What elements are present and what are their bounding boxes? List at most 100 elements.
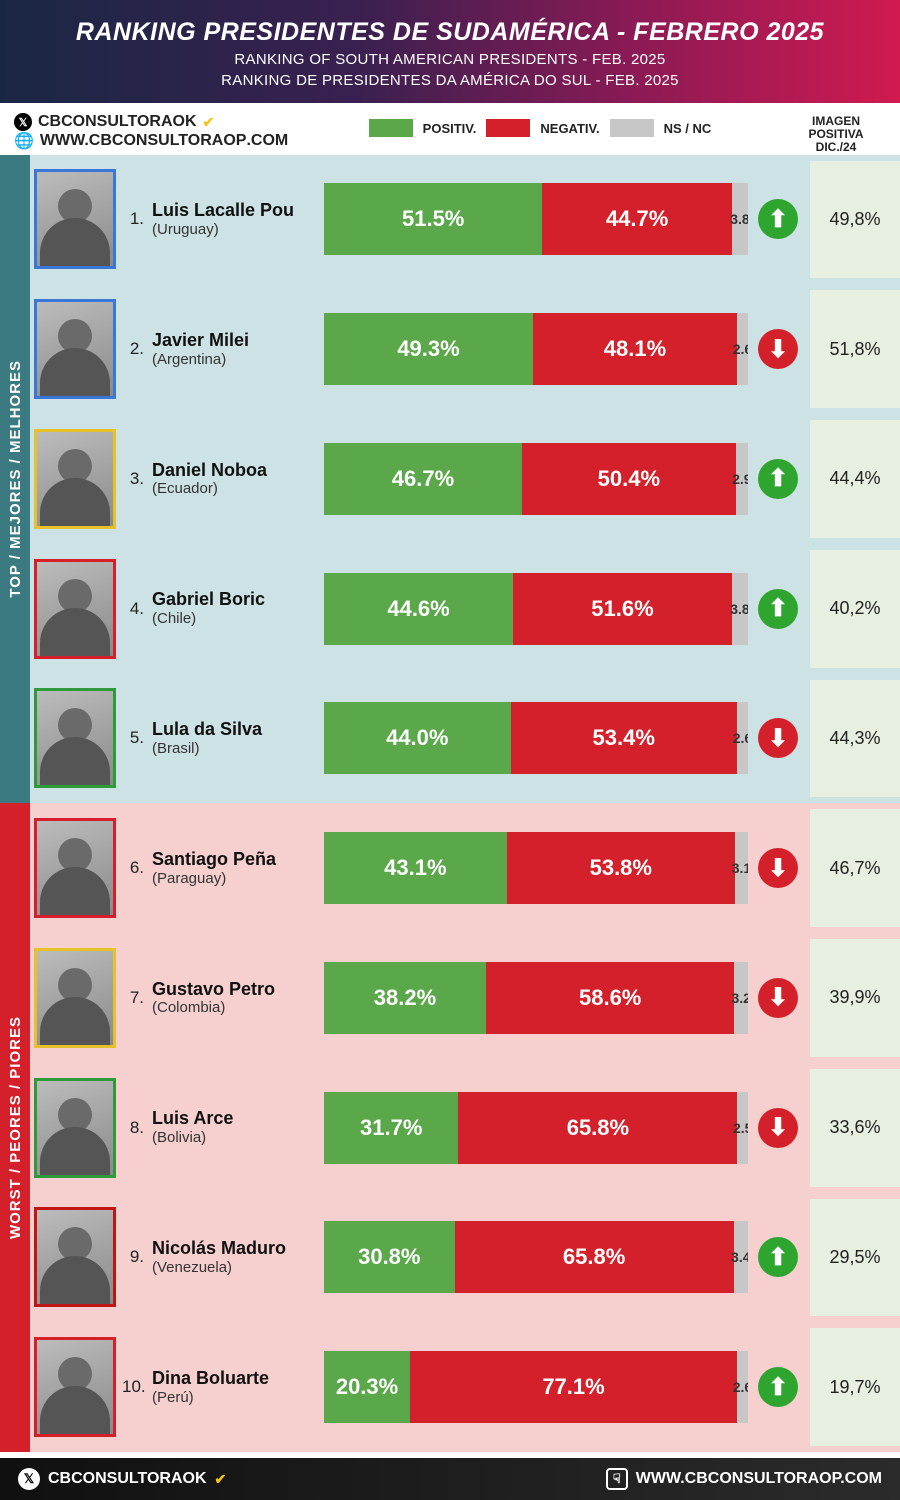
president-country: (Bolivia) (152, 1129, 318, 1146)
legend-swatch-negative (486, 119, 530, 137)
previous-value: 40,2% (810, 550, 900, 668)
previous-value: 44,4% (810, 420, 900, 538)
legend: POSITIV. NEGATIV. NS / NC (304, 113, 776, 137)
president-name: Daniel Noboa (152, 461, 318, 481)
president-country: (Venezuela) (152, 1259, 318, 1276)
segment-positive: 31.7% (324, 1092, 458, 1164)
previous-value: 19,7% (810, 1328, 900, 1446)
president-country: (Uruguay) (152, 221, 318, 238)
arrow-down-icon: ⬇ (758, 848, 798, 888)
ranking-row: 3. Daniel Noboa(Ecuador)46.7%50.4%2.9⬆ 44,… (30, 414, 900, 544)
ranking-row: 8.Luis Arce(Bolivia)31.7%65.8%2.5⬇33,6% (30, 1063, 900, 1193)
brand-block: 𝕏 CBCONSULTORAOK ✔ 🌐 WWW.CBCONSULTORAOP.… (14, 113, 294, 151)
segment-positive: 43.1% (324, 832, 507, 904)
previous-value: 46,7% (810, 809, 900, 927)
president-portrait (34, 169, 116, 269)
president-name: Luis Lacalle Pou (152, 201, 318, 221)
arrow-down-icon: ⬇ (758, 329, 798, 369)
ranking-row: 4.Gabriel Boric(Chile)44.6%51.6%3.8⬆40,2… (30, 544, 900, 674)
segment-negative: 48.1% (533, 313, 737, 385)
legend-swatch-nsnc (610, 119, 654, 137)
ranking-row: 10.Dina Boluarte(Perú)20.3%77.1%2.6⬆19,7… (30, 1322, 900, 1452)
approval-bar: 46.7%50.4%2.9 (324, 443, 748, 515)
ranking-row: 1.Luis Lacalle Pou(Uruguay)51.5%44.7%3.8… (30, 155, 900, 285)
president-name: Dina Boluarte (152, 1369, 318, 1389)
name-block: Luis Arce(Bolivia) (150, 1109, 318, 1146)
rank-number: 3. (122, 469, 144, 489)
rank-number: 7. (122, 988, 144, 1008)
approval-bar: 49.3%48.1%2.6 (324, 313, 748, 385)
ranking-row: 2.Javier Milei(Argentina)49.3%48.1%2.6⬇5… (30, 284, 900, 414)
info-row: 𝕏 CBCONSULTORAOK ✔ 🌐 WWW.CBCONSULTORAOP.… (0, 103, 900, 155)
arrow-up-icon: ⬆ (758, 1237, 798, 1277)
arrow-up-icon: ⬆ (758, 589, 798, 629)
president-portrait (34, 948, 116, 1048)
president-country: (Chile) (152, 610, 318, 627)
ranking-row: 7.Gustavo Petro(Colombia)38.2%58.6%3.2⬇3… (30, 933, 900, 1063)
president-name: Nicolás Maduro (152, 1239, 318, 1259)
segment-nsnc: 2.6 (737, 313, 748, 385)
president-name: Gabriel Boric (152, 590, 318, 610)
verified-icon: ✔ (215, 1471, 227, 1488)
president-portrait (34, 299, 116, 399)
legend-label-negative: NEGATIV. (540, 121, 599, 136)
segment-positive: 51.5% (324, 183, 542, 255)
rank-number: 1. (122, 209, 144, 229)
ranking-row: 9.Nicolás Maduro(Venezuela)30.8%65.8%3.4… (30, 1193, 900, 1323)
name-block: Dina Boluarte(Perú) (150, 1369, 318, 1406)
previous-column-header: IMAGEN POSITIVA DIC./24 (786, 113, 886, 155)
segment-negative: 53.8% (507, 832, 735, 904)
arrow-up-icon: ⬆ (758, 199, 798, 239)
segment-nsnc: 3.4 (734, 1221, 748, 1293)
arrow-down-icon: ⬇ (758, 718, 798, 758)
president-country: (Perú) (152, 1389, 318, 1406)
segment-negative: 44.7% (542, 183, 732, 255)
header: RANKING PRESIDENTES DE SUDAMÉRICA - FEBR… (0, 0, 900, 103)
header-title: RANKING PRESIDENTES DE SUDAMÉRICA - FEBR… (20, 18, 880, 47)
segment-nsnc: 3.8 (732, 183, 748, 255)
footer-handle: CBCONSULTORAOK (48, 1470, 207, 1488)
previous-value: 33,6% (810, 1069, 900, 1187)
pointer-icon: ☟ (606, 1468, 628, 1490)
approval-bar: 44.0%53.4%2.6 (324, 702, 748, 774)
president-name: Javier Milei (152, 331, 318, 351)
legend-label-positive: POSITIV. (423, 121, 477, 136)
rank-number: 4. (122, 599, 144, 619)
segment-negative: 77.1% (410, 1351, 737, 1423)
segment-nsnc: 2.6 (737, 1351, 748, 1423)
rank-number: 10. (122, 1377, 144, 1397)
name-block: Daniel Noboa(Ecuador) (150, 461, 318, 498)
segment-positive: 30.8% (324, 1221, 455, 1293)
name-block: Gustavo Petro(Colombia) (150, 980, 318, 1017)
approval-bar: 43.1%53.8%3.1 (324, 832, 748, 904)
segment-nsnc: 2.9 (736, 443, 748, 515)
rank-number: 9. (122, 1247, 144, 1267)
rail-top: TOP / MEJORES / MELHORES (0, 155, 30, 804)
president-portrait (34, 1207, 116, 1307)
name-block: Nicolás Maduro(Venezuela) (150, 1239, 318, 1276)
previous-value: 29,5% (810, 1199, 900, 1317)
president-name: Santiago Peña (152, 850, 318, 870)
footer-site: WWW.CBCONSULTORAOP.COM (636, 1470, 882, 1488)
segment-nsnc: 3.1 (735, 832, 748, 904)
segment-nsnc: 2.5 (737, 1092, 748, 1164)
segment-nsnc: 3.2 (734, 962, 748, 1034)
footer: 𝕏 CBCONSULTORAOK ✔ ☟ WWW.CBCONSULTORAOP.… (0, 1458, 900, 1500)
president-portrait (34, 688, 116, 788)
approval-bar: 31.7%65.8%2.5 (324, 1092, 748, 1164)
segment-positive: 38.2% (324, 962, 486, 1034)
president-portrait (34, 429, 116, 529)
segment-positive: 44.0% (324, 702, 511, 774)
segment-positive: 46.7% (324, 443, 522, 515)
rank-number: 8. (122, 1118, 144, 1138)
president-country: (Brasil) (152, 740, 318, 757)
segment-negative: 51.6% (513, 573, 732, 645)
name-block: Luis Lacalle Pou(Uruguay) (150, 201, 318, 238)
segment-negative: 58.6% (486, 962, 734, 1034)
arrow-up-icon: ⬆ (758, 459, 798, 499)
previous-value: 39,9% (810, 939, 900, 1057)
president-country: (Argentina) (152, 351, 318, 368)
rank-number: 2. (122, 339, 144, 359)
legend-swatch-positive (369, 119, 413, 137)
ranking-row: 5.Lula da Silva(Brasil)44.0%53.4%2.6⬇44,… (30, 674, 900, 804)
